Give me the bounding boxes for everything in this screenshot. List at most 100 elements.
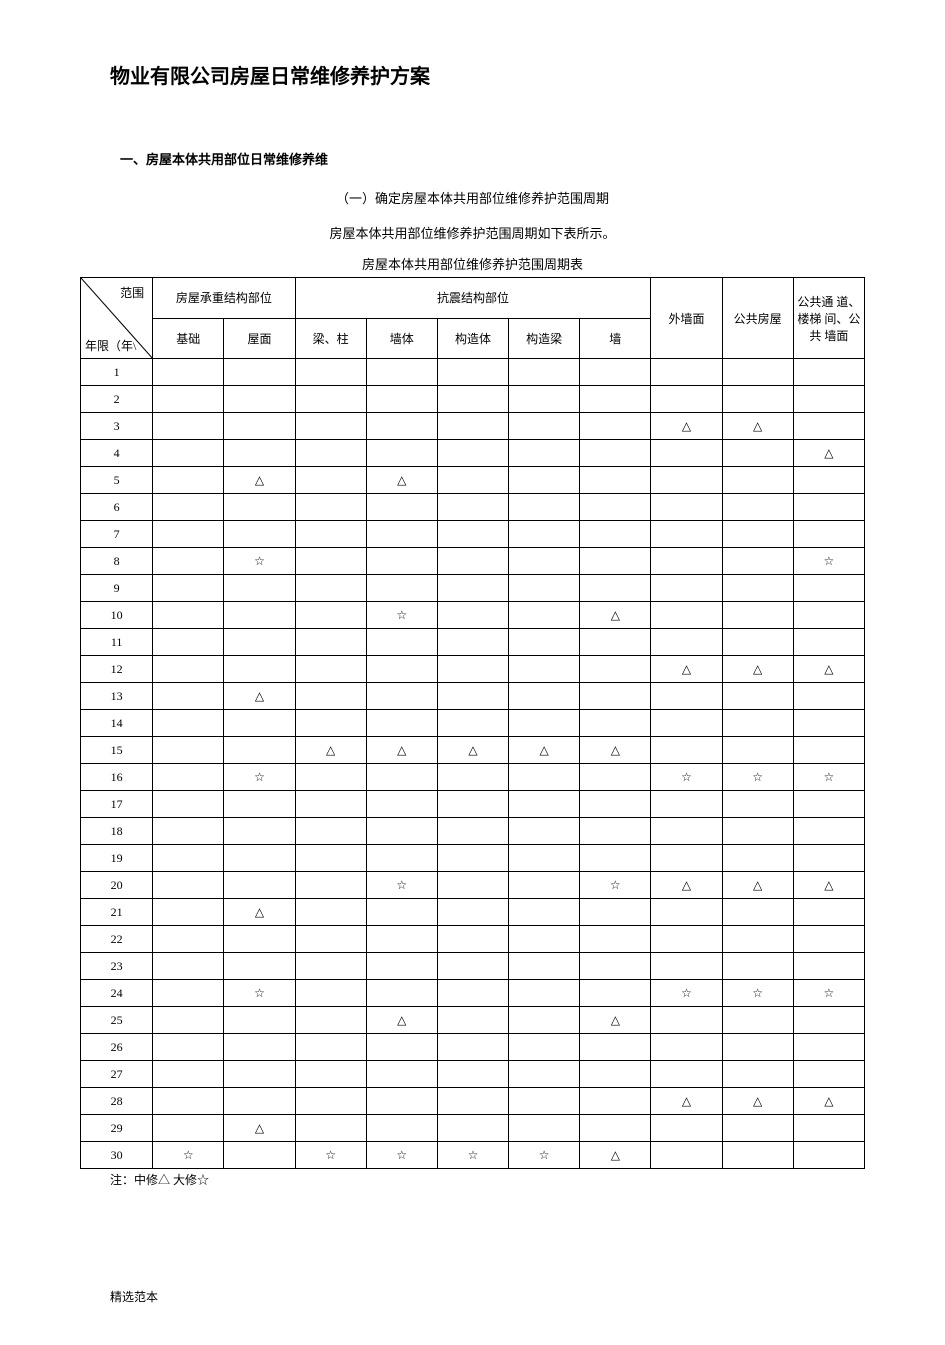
- data-cell: [793, 899, 864, 926]
- data-cell: [509, 953, 580, 980]
- data-cell: [509, 521, 580, 548]
- corner-bottom-label: 年限（年\: [85, 337, 136, 354]
- data-cell: [509, 413, 580, 440]
- year-cell: 27: [81, 1061, 153, 1088]
- data-cell: [651, 1061, 722, 1088]
- data-cell: [366, 926, 437, 953]
- data-cell: [793, 926, 864, 953]
- year-cell: 21: [81, 899, 153, 926]
- data-cell: [509, 1034, 580, 1061]
- data-cell: [722, 953, 793, 980]
- year-cell: 10: [81, 602, 153, 629]
- table-row: 2: [81, 386, 865, 413]
- year-cell: 15: [81, 737, 153, 764]
- data-cell: [153, 413, 224, 440]
- data-cell: [509, 467, 580, 494]
- data-cell: △: [224, 683, 295, 710]
- year-cell: 1: [81, 359, 153, 386]
- data-cell: [295, 899, 366, 926]
- data-cell: [224, 494, 295, 521]
- data-cell: [651, 737, 722, 764]
- data-cell: [224, 1034, 295, 1061]
- data-cell: △: [437, 737, 508, 764]
- data-cell: △: [793, 1088, 864, 1115]
- data-cell: [722, 602, 793, 629]
- data-cell: [224, 440, 295, 467]
- data-cell: △: [722, 872, 793, 899]
- data-cell: ☆: [793, 548, 864, 575]
- data-cell: [793, 818, 864, 845]
- data-cell: [153, 359, 224, 386]
- data-cell: [509, 1061, 580, 1088]
- data-cell: [153, 764, 224, 791]
- data-cell: [366, 899, 437, 926]
- data-cell: ☆: [722, 764, 793, 791]
- data-cell: [651, 1034, 722, 1061]
- data-cell: [722, 710, 793, 737]
- year-cell: 29: [81, 1115, 153, 1142]
- data-cell: [224, 386, 295, 413]
- data-cell: [295, 467, 366, 494]
- data-cell: ☆: [224, 980, 295, 1007]
- data-cell: [722, 386, 793, 413]
- data-cell: [295, 926, 366, 953]
- data-cell: [224, 710, 295, 737]
- data-cell: [509, 791, 580, 818]
- data-cell: [295, 1034, 366, 1061]
- table-row: 21△: [81, 899, 865, 926]
- data-cell: [295, 1007, 366, 1034]
- data-cell: [580, 521, 651, 548]
- data-cell: [153, 683, 224, 710]
- data-cell: [437, 656, 508, 683]
- year-cell: 13: [81, 683, 153, 710]
- data-cell: [651, 818, 722, 845]
- col-header-outer-wall: 外墙面: [651, 278, 722, 359]
- data-cell: [437, 953, 508, 980]
- data-cell: △: [509, 737, 580, 764]
- data-cell: △: [580, 602, 651, 629]
- data-cell: [509, 872, 580, 899]
- data-cell: △: [580, 1142, 651, 1169]
- data-cell: [437, 764, 508, 791]
- data-cell: [224, 575, 295, 602]
- table-row: 13 △: [81, 683, 865, 710]
- data-cell: △: [295, 737, 366, 764]
- table-row: 4△: [81, 440, 865, 467]
- data-cell: [366, 386, 437, 413]
- page-footer: 精选范本: [110, 1288, 865, 1305]
- data-cell: [509, 548, 580, 575]
- data-cell: [437, 899, 508, 926]
- data-cell: [295, 629, 366, 656]
- data-cell: [580, 494, 651, 521]
- data-cell: △: [651, 872, 722, 899]
- data-cell: [722, 899, 793, 926]
- data-cell: [437, 602, 508, 629]
- data-cell: [580, 467, 651, 494]
- data-cell: [153, 602, 224, 629]
- data-cell: [793, 386, 864, 413]
- data-cell: [366, 980, 437, 1007]
- data-cell: [295, 845, 366, 872]
- year-cell: 20: [81, 872, 153, 899]
- data-cell: [722, 494, 793, 521]
- data-cell: [295, 359, 366, 386]
- data-cell: [437, 386, 508, 413]
- data-cell: [366, 683, 437, 710]
- data-cell: [153, 818, 224, 845]
- data-cell: [509, 440, 580, 467]
- data-cell: [580, 1034, 651, 1061]
- data-cell: [509, 629, 580, 656]
- data-cell: △: [793, 872, 864, 899]
- col-header-wall-body: 墙体: [366, 318, 437, 359]
- data-cell: [153, 953, 224, 980]
- year-cell: 2: [81, 386, 153, 413]
- data-cell: [793, 575, 864, 602]
- data-cell: [295, 1115, 366, 1142]
- data-cell: [722, 629, 793, 656]
- table-row: 6: [81, 494, 865, 521]
- data-cell: [437, 1061, 508, 1088]
- data-cell: [793, 467, 864, 494]
- data-cell: [366, 710, 437, 737]
- data-cell: [509, 980, 580, 1007]
- year-cell: 16: [81, 764, 153, 791]
